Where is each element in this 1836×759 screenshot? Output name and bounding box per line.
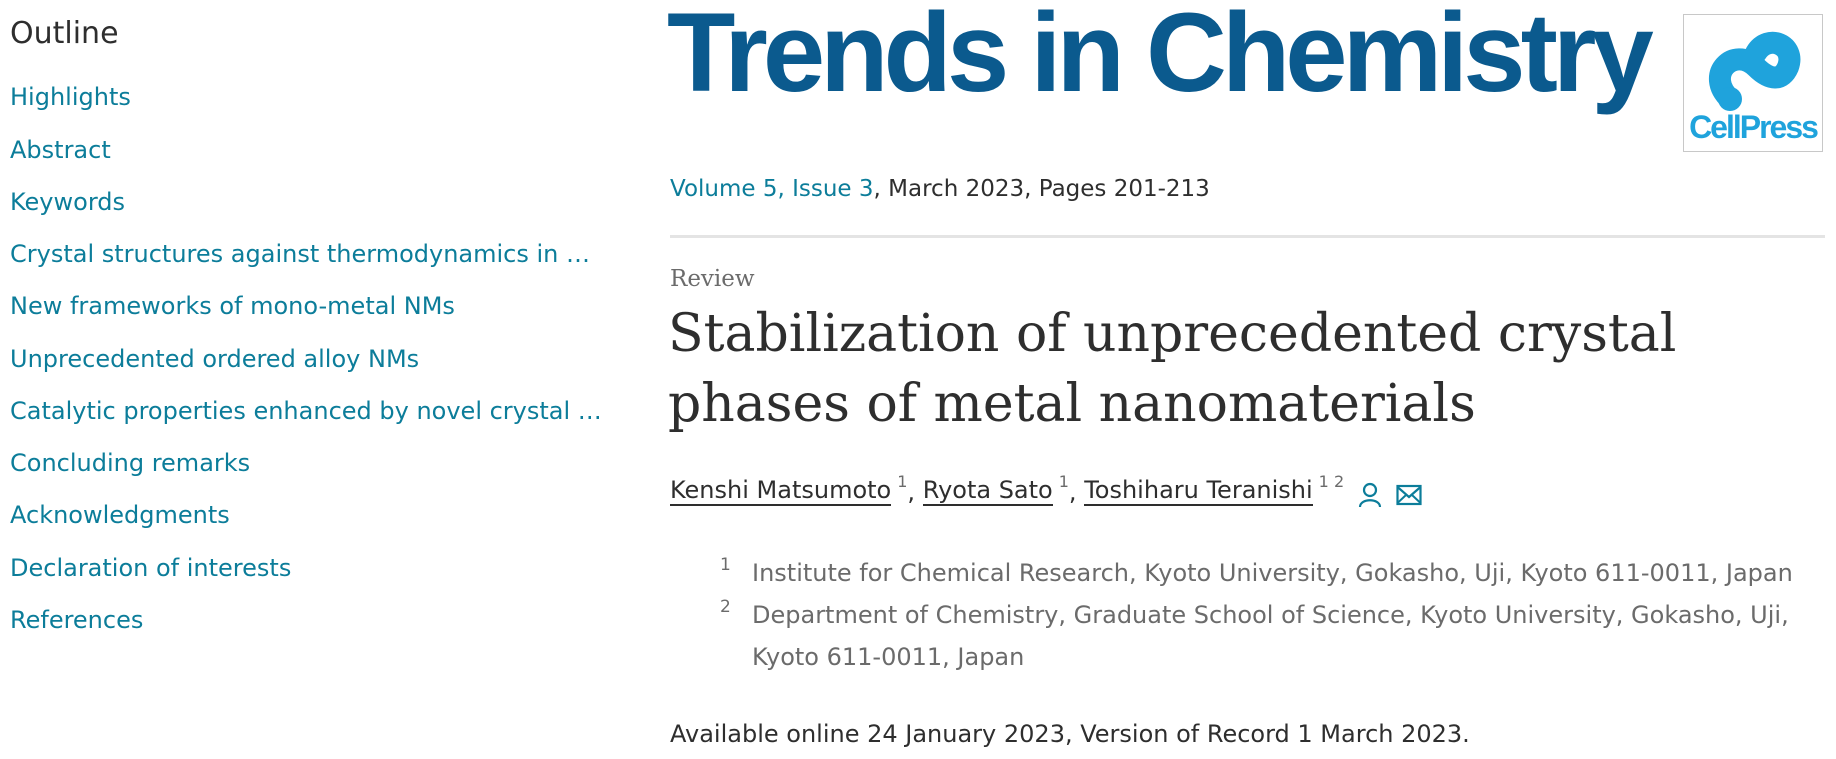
author-list: Kenshi Matsumoto 1 , Ryota Sato 1 , Tosh… xyxy=(670,472,1422,516)
header-divider xyxy=(670,235,1825,238)
citation-date-pages: , March 2023, Pages 201-213 xyxy=(873,176,1210,202)
author-teranishi[interactable]: Toshiharu Teranishi 1 2 xyxy=(1084,472,1344,508)
author-separator: , xyxy=(907,478,916,506)
author-name[interactable]: Toshiharu Teranishi xyxy=(1084,476,1313,506)
affiliation-number: 2 xyxy=(720,597,731,617)
volume-issue-link[interactable]: Volume 5, Issue 3 xyxy=(670,176,874,202)
journal-title-link[interactable]: Trends in Chemistry xyxy=(667,0,1654,115)
outline-item-highlights[interactable]: Highlights xyxy=(10,83,131,111)
author-separator: , xyxy=(1068,478,1077,506)
envelope-icon[interactable] xyxy=(1396,482,1422,514)
outline-item-abstract[interactable]: Abstract xyxy=(10,136,111,164)
author-matsumoto[interactable]: Kenshi Matsumoto 1 xyxy=(670,472,907,508)
author-affiliation-ref: 1 xyxy=(1058,472,1069,491)
author-name[interactable]: Kenshi Matsumoto xyxy=(670,476,892,506)
author-affiliation-ref: 1 xyxy=(897,472,908,491)
outline-item-declaration[interactable]: Declaration of interests xyxy=(10,554,292,582)
article-title: Stabilization of unprecedented crystal p… xyxy=(668,304,1677,434)
outline-item-catalytic-properties[interactable]: Catalytic properties enhanced by novel c… xyxy=(10,397,610,425)
cellpress-mark-icon xyxy=(1709,31,1801,111)
author-sato[interactable]: Ryota Sato 1 xyxy=(922,472,1069,508)
outline-title: Outline xyxy=(10,16,119,51)
outline-item-acknowledgments[interactable]: Acknowledgments xyxy=(10,501,230,529)
affiliation-list: 1 Institute for Chemical Research, Kyoto… xyxy=(720,552,1830,678)
outline-item-new-frameworks[interactable]: New frameworks of mono-metal NMs xyxy=(10,292,455,320)
affiliation-number: 1 xyxy=(720,555,731,575)
outline-item-ordered-alloy[interactable]: Unprecedented ordered alloy NMs xyxy=(10,345,420,373)
person-icon[interactable] xyxy=(1358,482,1382,516)
article-type: Review xyxy=(670,266,755,292)
affiliation-text: Institute for Chemical Research, Kyoto U… xyxy=(752,559,1793,587)
author-name[interactable]: Ryota Sato xyxy=(922,476,1053,506)
cellpress-logo-icon[interactable]: CellPress xyxy=(1683,14,1823,152)
citation-line: Volume 5, Issue 3, March 2023, Pages 201… xyxy=(670,176,1210,202)
cellpress-logo-text: CellPress xyxy=(1689,109,1819,145)
outline-item-concluding-remarks[interactable]: Concluding remarks xyxy=(10,449,251,477)
availability-dates: Available online 24 January 2023, Versio… xyxy=(670,720,1470,748)
affiliation-item: 1 Institute for Chemical Research, Kyoto… xyxy=(720,552,1830,594)
outline-item-keywords[interactable]: Keywords xyxy=(10,188,126,216)
affiliation-text: Department of Chemistry, Graduate School… xyxy=(752,601,1789,671)
author-affiliation-ref: 1 2 xyxy=(1318,472,1345,491)
outline-item-references[interactable]: References xyxy=(10,606,144,634)
outline-item-crystal-structures[interactable]: Crystal structures against thermodynamic… xyxy=(10,240,610,268)
affiliation-item: 2 Department of Chemistry, Graduate Scho… xyxy=(720,594,1830,678)
